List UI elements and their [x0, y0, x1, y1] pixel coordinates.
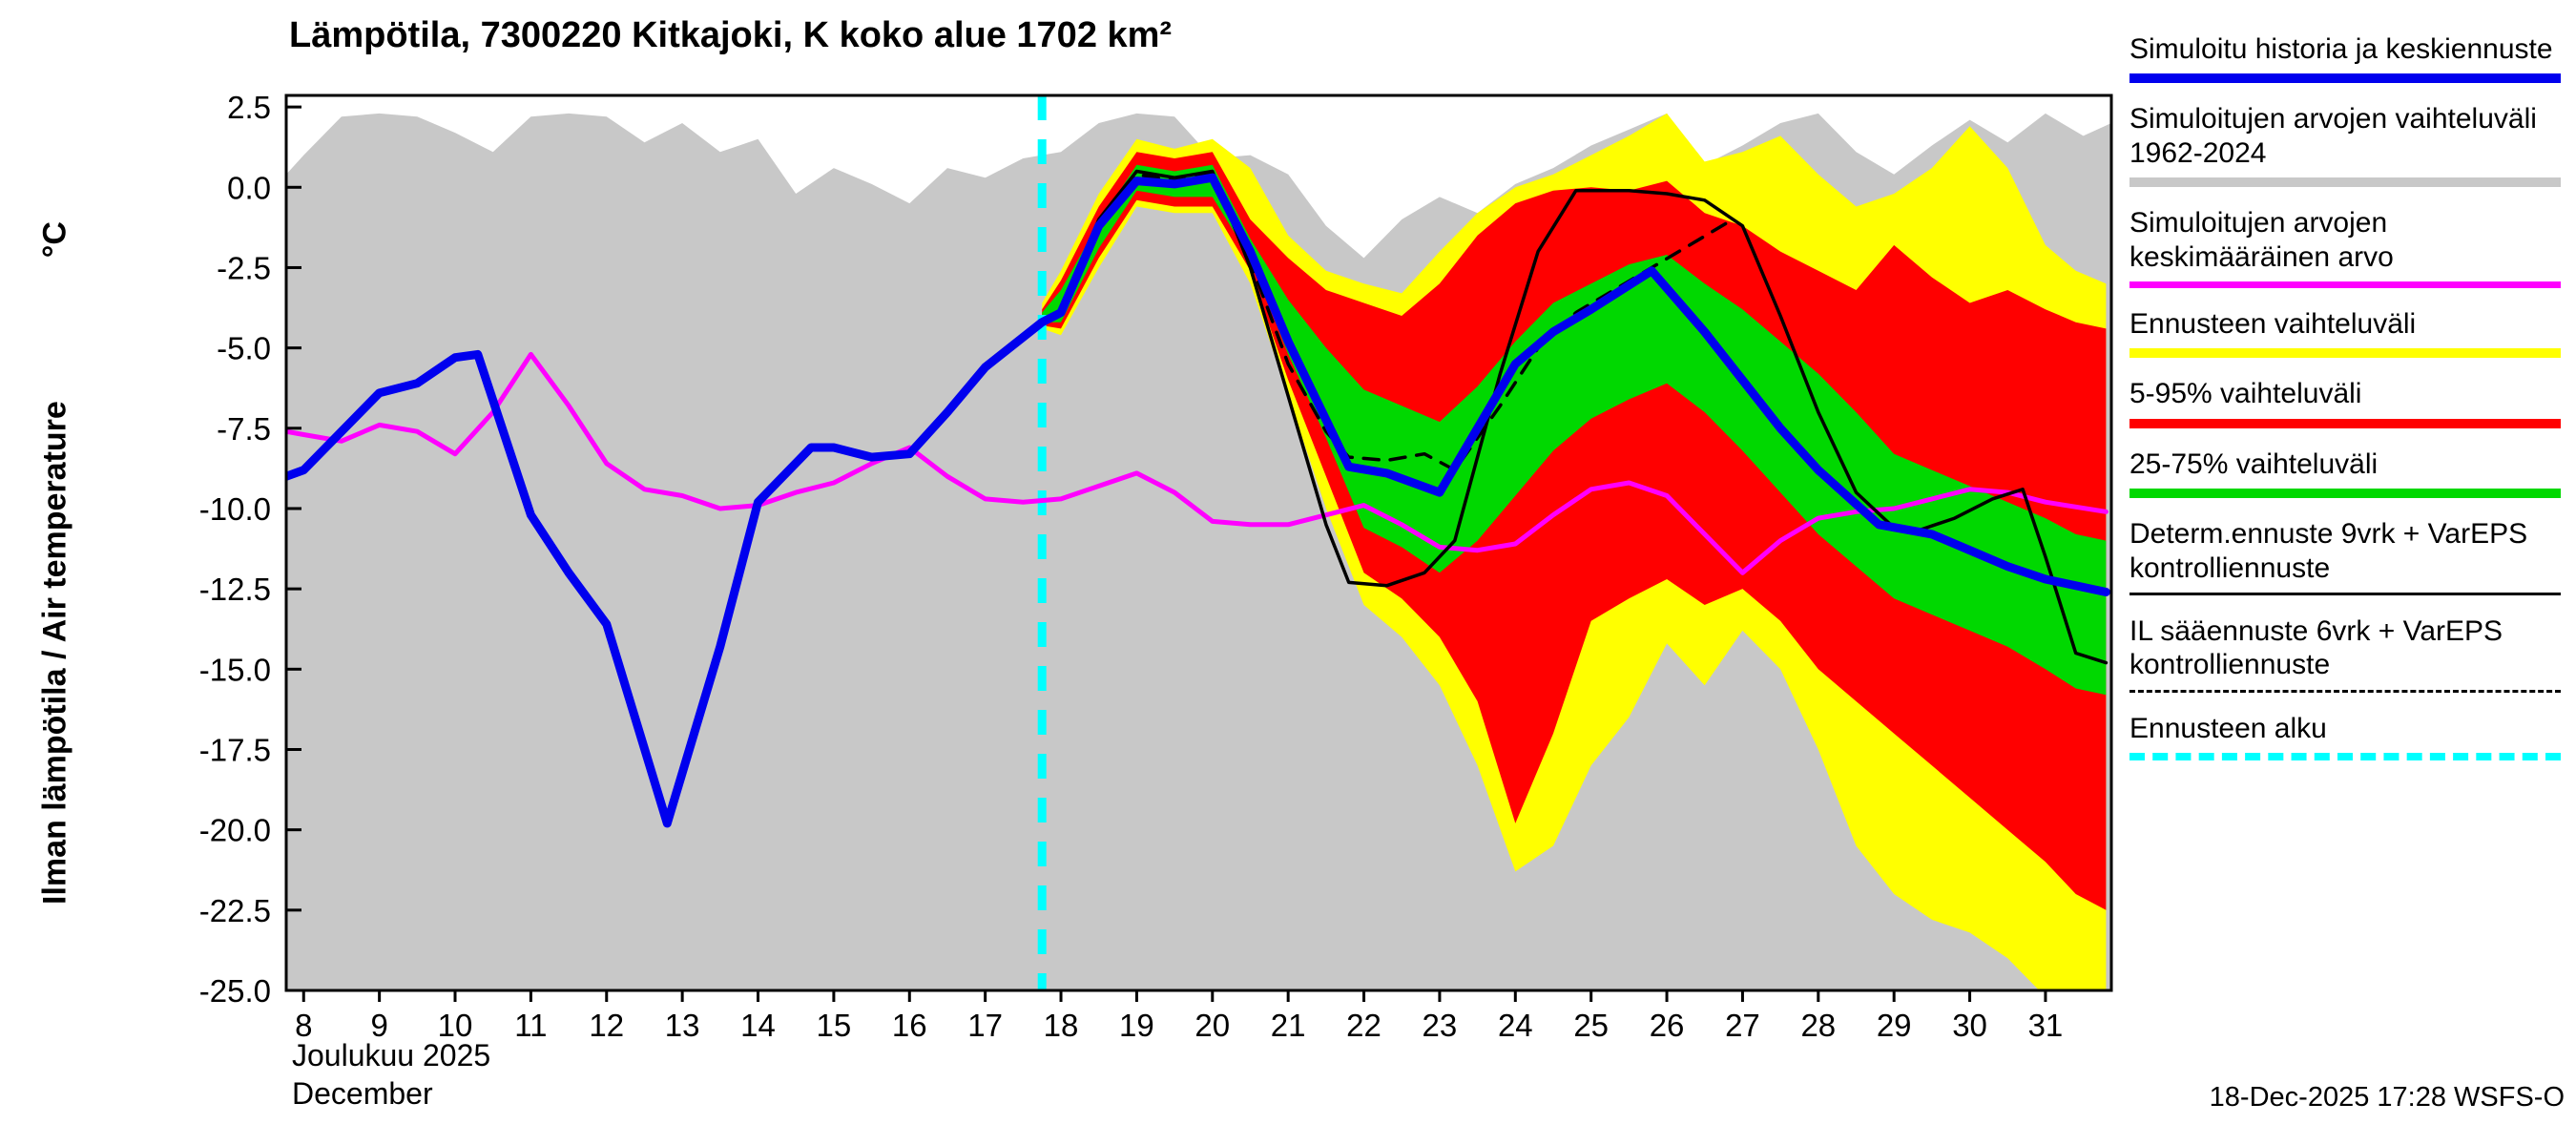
plot-frame	[284, 94, 2113, 992]
legend-line-sample-simulated-range-1962-2024	[2129, 177, 2561, 188]
y-tick-label: -12.5	[199, 572, 271, 607]
x-tick-label: 29	[1877, 1008, 1912, 1043]
legend-line-sample-simulated-mean-value	[2129, 281, 2561, 288]
x-tick-label: 17	[967, 1008, 1003, 1043]
y-tick-label: -10.0	[199, 491, 271, 527]
legend: Simuloitu historia ja keskiennuste Simulo…	[2129, 32, 2561, 780]
x-tick-label: 11	[514, 1008, 547, 1043]
x-axis-month-label-en: December	[292, 1076, 433, 1111]
x-tick-label: 31	[2028, 1008, 2064, 1043]
legend-item-forecast-start: Ennusteen alku	[2129, 712, 2561, 761]
legend-label: Simuloitujen arvojen vaihteluväli 1962-2…	[2129, 103, 2537, 169]
x-tick-label: 16	[892, 1008, 927, 1043]
x-tick-label: 19	[1119, 1008, 1154, 1043]
legend-label: Simuloitu historia ja keskiennuste	[2129, 33, 2553, 65]
legend-line-sample-range-5-95	[2129, 418, 2561, 428]
y-tick-label: -20.0	[199, 813, 271, 848]
x-tick-label: 28	[1800, 1008, 1836, 1043]
x-tick-label: 23	[1423, 1008, 1458, 1043]
x-tick-label: 27	[1725, 1008, 1760, 1043]
y-tick-label: -15.0	[199, 652, 271, 687]
legend-label: Determ.ennuste 9vrk + VarEPS kontrollien…	[2129, 518, 2528, 584]
chart-title: Lämpötila, 7300220 Kitkajoki, K koko alu…	[289, 15, 1173, 55]
x-tick-label: 24	[1498, 1008, 1533, 1043]
y-tick-label: -17.5	[199, 732, 271, 767]
legend-line-sample-forecast-range	[2129, 348, 2561, 359]
x-tick-label: 21	[1271, 1008, 1306, 1043]
x-tick-label: 8	[295, 1008, 312, 1043]
x-tick-label: 14	[740, 1008, 776, 1043]
x-tick-label: 13	[665, 1008, 700, 1043]
x-tick-label: 15	[817, 1008, 852, 1043]
x-tick-label: 20	[1195, 1008, 1230, 1043]
x-tick-label: 26	[1650, 1008, 1685, 1043]
legend-label: Ennusteen alku	[2129, 712, 2327, 744]
legend-line-sample-forecast-start	[2129, 753, 2561, 761]
legend-item-simulated-range-1962-2024: Simuloitujen arvojen vaihteluväli 1962-2…	[2129, 102, 2561, 188]
legend-line-sample-determ-ennuste	[2129, 592, 2561, 595]
y-tick-label: -25.0	[199, 973, 271, 1009]
x-tick-label: 30	[1952, 1008, 1987, 1043]
plot-clip-group	[286, 95, 2111, 990]
x-tick-label: 25	[1573, 1008, 1609, 1043]
legend-item-range-25-75: 25-75% vaihteluväli	[2129, 448, 2561, 499]
legend-item-il-saaennuste: IL sääennuste 6vrk + VarEPS kontrollienn…	[2129, 614, 2561, 693]
legend-label: 5-95% vaihteluväli	[2129, 378, 2362, 410]
legend-item-range-5-95: 5-95% vaihteluväli	[2129, 377, 2561, 428]
legend-item-forecast-range: Ennusteen vaihteluväli	[2129, 307, 2561, 359]
y-tick-label: -5.0	[217, 331, 271, 366]
legend-label: Ennusteen vaihteluväli	[2129, 307, 2417, 340]
legend-item-simulated-mean-value: Simuloitujen arvojen keskimääräinen arvo	[2129, 206, 2561, 288]
x-tick-label: 10	[438, 1008, 473, 1043]
y-tick-label: -7.5	[217, 411, 271, 447]
y-tick-label: 0.0	[227, 170, 271, 205]
legend-item-history-and-mean-forecast: Simuloitu historia ja keskiennuste	[2129, 32, 2561, 84]
x-axis-month-label-fi: Joulukuu 2025	[292, 1038, 491, 1072]
legend-item-determ-ennuste: Determ.ennuste 9vrk + VarEPS kontrollien…	[2129, 517, 2561, 595]
line-determ-forecast-plus-vareps-control	[1040, 169, 2109, 665]
x-tick-label: 9	[370, 1008, 387, 1043]
legend-label: 25-75% vaihteluväli	[2129, 448, 2379, 480]
y-tick-label: 2.5	[227, 90, 271, 125]
legend-label: IL sääennuste 6vrk + VarEPS kontrollienn…	[2129, 614, 2503, 681]
legend-line-sample-range-25-75	[2129, 489, 2561, 499]
x-tick-label: 18	[1044, 1008, 1079, 1043]
line-simulated-history-and-mean-forecast	[286, 173, 2110, 828]
legend-line-sample-il-saaennuste	[2129, 689, 2561, 693]
y-tick-label: -2.5	[217, 250, 271, 285]
timestamp-label: 18-Dec-2025 17:28 WSFS-O	[2209, 1082, 2565, 1113]
y-tick-label: -22.5	[199, 893, 271, 928]
legend-label: Simuloitujen arvojen keskimääräinen arvo	[2129, 207, 2394, 273]
line-simulated-mean	[286, 351, 2109, 575]
x-tick-label: 12	[589, 1008, 624, 1043]
legend-line-sample-history-and-mean-forecast	[2129, 73, 2561, 84]
band-range-25-75	[1042, 164, 2107, 696]
line-il-forecast-plus-vareps-control	[1040, 173, 1730, 472]
x-tick-label: 22	[1346, 1008, 1381, 1043]
